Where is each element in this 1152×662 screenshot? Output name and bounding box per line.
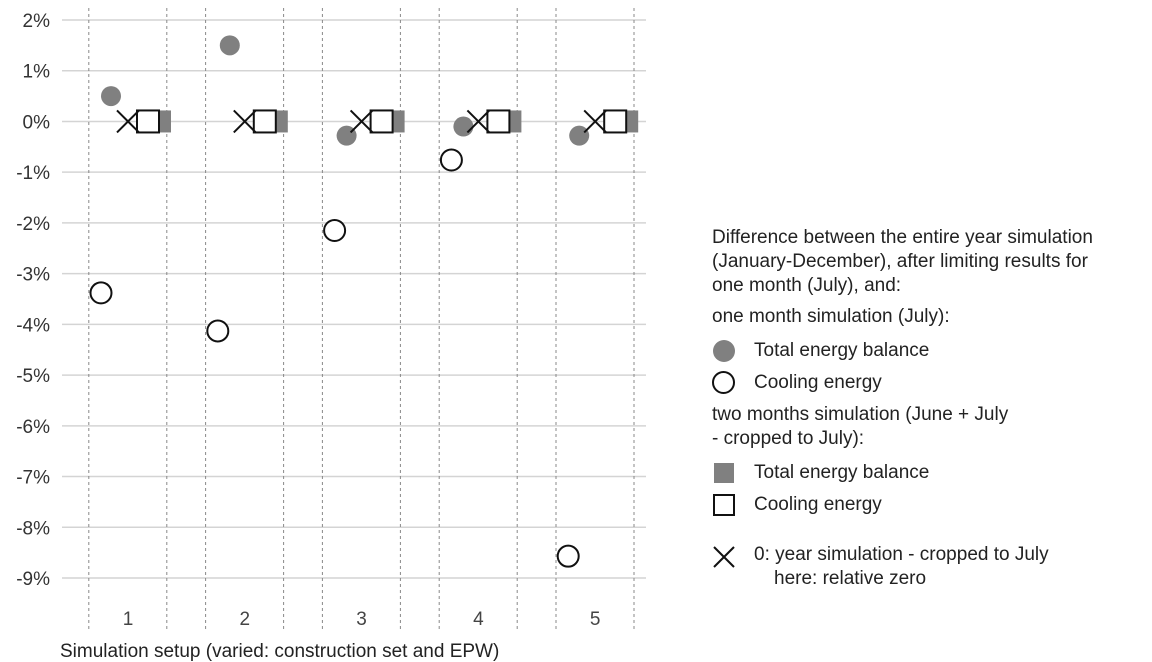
legend-zero-line-1: 0: year simulation - cropped to July [754, 544, 1049, 565]
open-square-icon [713, 494, 735, 516]
legend-item-zero: 0: year simulation - cropped to July her… [712, 543, 1152, 591]
x-mark-icon [713, 546, 735, 568]
point-total-one-month [219, 35, 240, 56]
point-cooling-one-month [206, 319, 230, 343]
legend-item-one-month-cooling: Cooling energy [712, 367, 1152, 399]
point-cooling-two-months [136, 109, 160, 134]
legend-label: Cooling energy [754, 494, 882, 515]
x-axis-title: Simulation setup (varied: construction s… [60, 641, 499, 662]
point-cooling-two-months [369, 109, 394, 134]
y-tick-label: 1% [23, 62, 51, 83]
y-tick-label: -1% [16, 163, 50, 184]
point-total-one-month [453, 116, 474, 137]
point-cooling-one-month [323, 219, 347, 243]
point-zero-x-b [583, 109, 607, 134]
y-tick-label: 2% [23, 11, 51, 32]
legend-item-two-month-cooling: Cooling energy [712, 489, 1152, 521]
filled-circle-icon [713, 340, 735, 362]
x-category-label: 2 [240, 609, 251, 630]
point-cooling-two-months [252, 109, 277, 134]
legend-group2-title: two months simulation (June + July - cro… [712, 403, 1152, 451]
point-zero-x-b [466, 109, 491, 134]
y-tick-label: 0% [23, 112, 51, 133]
legend-group1-title: one month simulation (July): [712, 306, 950, 327]
y-tick-label: -4% [16, 315, 50, 336]
point-zero-x-b [349, 109, 374, 134]
point-cooling-one-month [439, 148, 463, 172]
legend-intro-line-3: one month (July), and: [712, 275, 902, 296]
y-tick-label: -3% [16, 265, 50, 286]
y-tick-labels: 2% 1% 0% -1% -2% -3% -4% -5% -6% -7% -8% -9% [16, 11, 50, 590]
point-cooling-one-month [89, 281, 113, 305]
point-zero-x-b [116, 109, 140, 134]
legend-label: Cooling energy [754, 372, 882, 393]
open-circle-icon [712, 371, 735, 394]
legend-zero-line-2: here: relative zero [774, 568, 927, 589]
point-cooling-one-month [556, 544, 580, 568]
legend-intro-line-2: (January-December), after limiting resul… [712, 251, 1088, 272]
point-cooling-two-months [603, 109, 628, 134]
data-marks [89, 35, 639, 568]
legend-label: Total energy balance [754, 462, 930, 483]
legend-item-two-month-total: Total energy balance [712, 457, 1152, 489]
legend-intro-line-1: Difference between the entire year simul… [712, 227, 1093, 248]
y-tick-label: -8% [16, 518, 50, 539]
y-tick-label: -6% [16, 417, 50, 438]
legend-group2-title-line-1: two months simulation (June + July [712, 404, 1009, 425]
x-category-label: 3 [356, 609, 367, 630]
point-zero-x-b [233, 109, 257, 134]
point-total-one-month [101, 86, 121, 107]
point-cooling-two-months [486, 109, 511, 134]
y-tick-label: -5% [16, 366, 50, 387]
legend-item-one-month-total: Total energy balance [712, 335, 1152, 367]
legend-label: Total energy balance [754, 340, 930, 361]
horizontal-gridlines [62, 19, 646, 579]
y-tick-label: -9% [16, 569, 50, 590]
legend: Difference between the entire year simul… [712, 226, 1152, 591]
y-tick-label: -2% [16, 214, 50, 235]
y-tick-label: -7% [16, 468, 50, 489]
x-category-label: 1 [123, 609, 134, 630]
filled-square-icon [714, 463, 734, 483]
legend-group2-title-line-2: - cropped to July): [712, 428, 865, 449]
x-category-label: 5 [590, 609, 601, 630]
x-category-label: 4 [473, 609, 484, 630]
x-category-labels: 1 2 3 4 5 [123, 609, 601, 630]
legend-intro: Difference between the entire year simul… [712, 226, 1152, 298]
vertical-gridlines [88, 8, 635, 632]
point-total-one-month [569, 125, 590, 146]
